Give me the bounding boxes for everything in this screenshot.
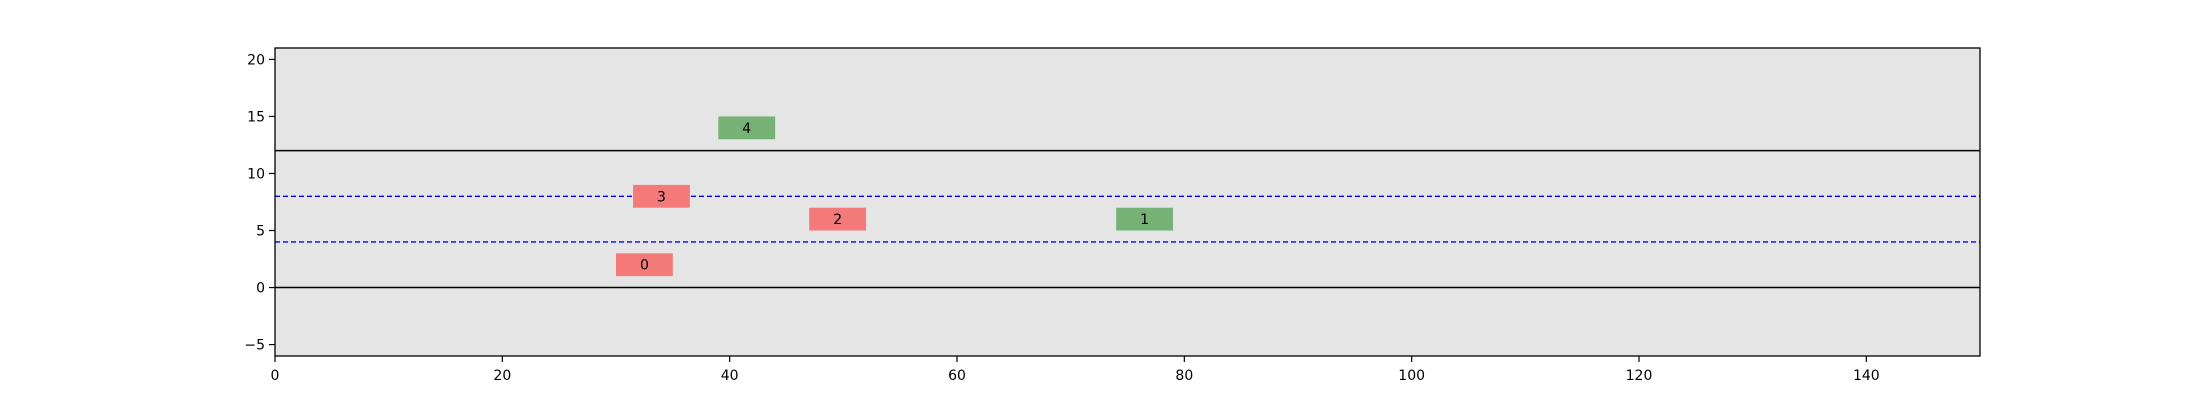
x-tick-label-120: 120 — [1626, 368, 1653, 384]
vehicle-box-3 — [633, 184, 690, 208]
x-tick-label-0: 0 — [271, 368, 280, 384]
vehicle-label-2: 2 — [833, 212, 842, 228]
vehicle-label-4: 4 — [742, 121, 751, 137]
x-tick-label-80: 80 — [1175, 368, 1193, 384]
x-tick-label-40: 40 — [721, 368, 739, 384]
vehicle-box-1 — [1116, 207, 1173, 231]
plot-background — [275, 48, 1980, 356]
vehicle-box-4 — [718, 116, 776, 140]
y-tick-label-10: 10 — [247, 166, 265, 182]
vehicle-box-0 — [616, 253, 673, 277]
vehicle-label-3: 3 — [657, 189, 666, 205]
plot-area — [275, 48, 1980, 356]
x-tick-label-100: 100 — [1398, 368, 1425, 384]
vehicle-label-0: 0 — [640, 258, 649, 274]
y-tick-label-20: 20 — [247, 52, 265, 68]
vehicle-1: 1 — [1116, 207, 1173, 231]
vehicle-0: 0 — [616, 253, 673, 277]
x-tick-label-20: 20 — [493, 368, 511, 384]
vehicle-2: 2 — [809, 207, 867, 231]
vehicle-label-1: 1 — [1140, 212, 1149, 228]
y-tick-label--5: −5 — [244, 338, 265, 354]
vehicle-box-2 — [809, 207, 867, 231]
plot-frame — [274, 47, 1981, 357]
x-tick-label-60: 60 — [948, 368, 966, 384]
vehicle-marks: 0 1 2 3 4 — [616, 116, 1173, 277]
vehicle-3: 3 — [633, 184, 690, 208]
plot-lines — [275, 149, 1980, 289]
vehicle-4: 4 — [718, 116, 776, 140]
y-tick-label-5: 5 — [256, 224, 265, 240]
y-tick-label-15: 15 — [247, 109, 265, 125]
y-tick-label-0: 0 — [256, 281, 265, 297]
x-tick-label-140: 140 — [1853, 368, 1880, 384]
